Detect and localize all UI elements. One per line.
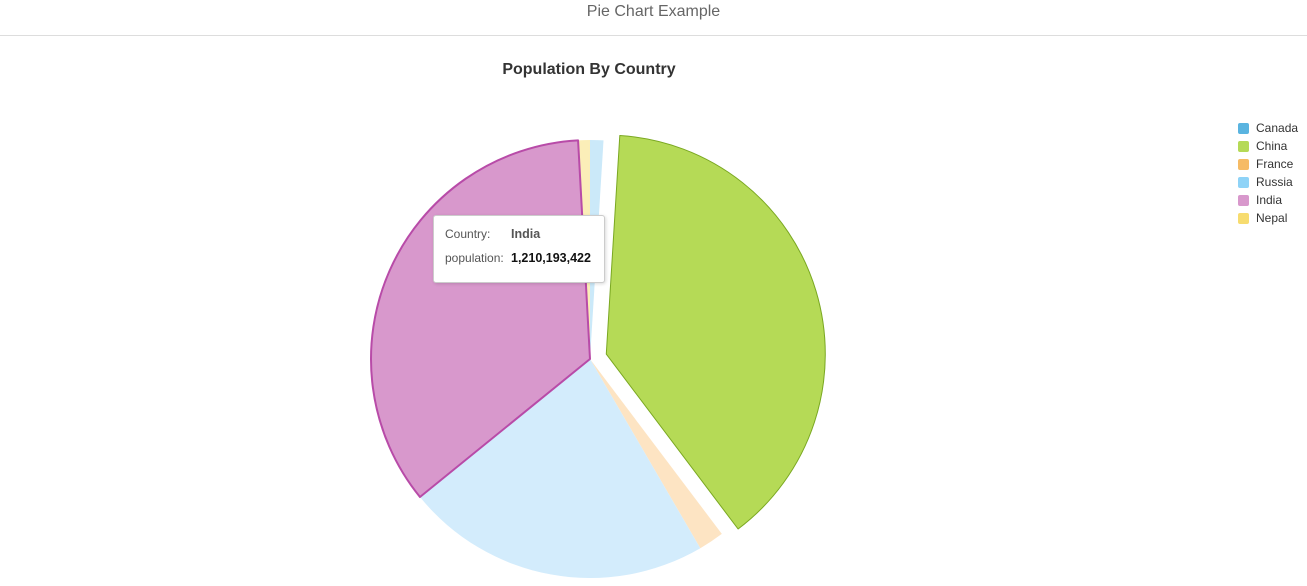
chart-legend: Canada China France Russia India Nepal [1238,119,1298,227]
tooltip-population-value: 1,210,193,422 [511,251,591,265]
legend-label: Nepal [1256,211,1288,225]
chart-title: Population By Country [502,61,675,78]
chart-tooltip: Country: India population: 1,210,193,422 [433,215,605,283]
legend-item-russia[interactable]: Russia [1238,173,1298,191]
legend-swatch [1238,212,1249,224]
pie-slices [370,135,826,578]
pie-slice-russia[interactable] [419,359,701,578]
tooltip-country-label: Country: [445,227,491,241]
legend-label: France [1256,157,1294,171]
legend-swatch [1238,158,1249,170]
legend-item-france[interactable]: France [1238,155,1298,173]
legend-label: Canada [1256,121,1299,135]
legend-swatch [1238,122,1249,134]
legend-label: China [1256,139,1288,153]
legend-label: Russia [1256,175,1293,189]
tooltip-country-row: Country: India [445,227,540,241]
legend-swatch [1238,140,1249,152]
legend-item-china[interactable]: China [1238,137,1298,155]
legend-item-nepal[interactable]: Nepal [1238,209,1298,227]
legend-item-india[interactable]: India [1238,191,1298,209]
legend-swatch [1238,176,1249,188]
tooltip-population-label: population: [445,251,504,265]
pie-chart: Population By Country [370,61,826,578]
legend-item-canada[interactable]: Canada [1238,119,1298,137]
page-header-title: Pie Chart Example [586,3,721,20]
legend-swatch [1238,194,1249,206]
legend-label: India [1256,193,1283,207]
tooltip-population-row: population: 1,210,193,422 [445,251,591,265]
page-header: Pie Chart Example [0,0,1307,36]
pie-slice-france[interactable] [590,359,722,549]
tooltip-country-value: India [511,227,541,241]
pie-slice-china[interactable] [605,135,826,530]
